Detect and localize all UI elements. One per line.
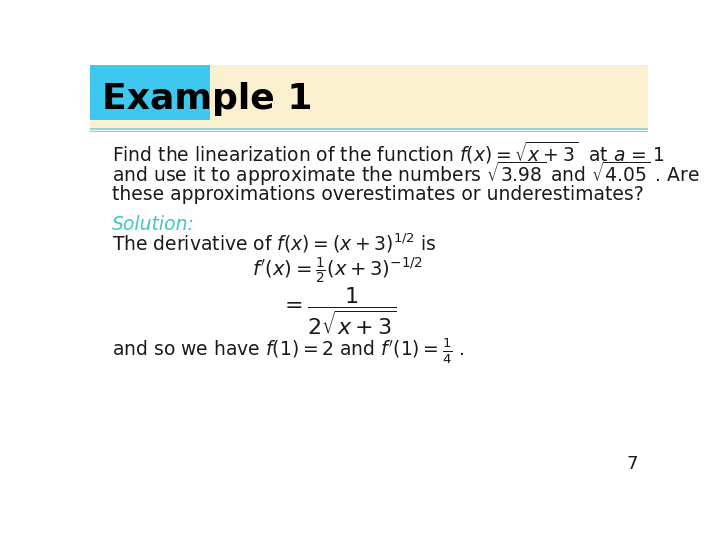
Text: and so we have $f(1) = 2$ and $f'(1) = \frac{1}{4}$ .: and so we have $f(1) = 2$ and $f'(1) = \… — [112, 336, 464, 366]
Text: $f'(x) = \frac{1}{2}(x + 3)^{-1/2}$: $f'(x) = \frac{1}{2}(x + 3)^{-1/2}$ — [253, 256, 423, 286]
FancyBboxPatch shape — [90, 65, 210, 120]
Text: these approximations overestimates or underestimates?: these approximations overestimates or un… — [112, 185, 644, 205]
Text: Solution:: Solution: — [112, 215, 194, 234]
Text: 7: 7 — [626, 455, 638, 472]
Text: and use it to approximate the numbers $\sqrt{3.98}$ and $\sqrt{4.05}$ . Are: and use it to approximate the numbers $\… — [112, 160, 699, 188]
Text: Find the linearization of the function $f(x) = \sqrt{x + 3}$  at $a$ = 1: Find the linearization of the function $… — [112, 140, 664, 166]
Text: The derivative of $f(x) = (x + 3)^{1/2}$ is: The derivative of $f(x) = (x + 3)^{1/2}$… — [112, 232, 436, 255]
FancyBboxPatch shape — [90, 65, 648, 128]
Text: Example 1: Example 1 — [102, 83, 312, 117]
Text: $= \dfrac{1}{2\sqrt{x + 3}}$: $= \dfrac{1}{2\sqrt{x + 3}}$ — [280, 286, 396, 337]
